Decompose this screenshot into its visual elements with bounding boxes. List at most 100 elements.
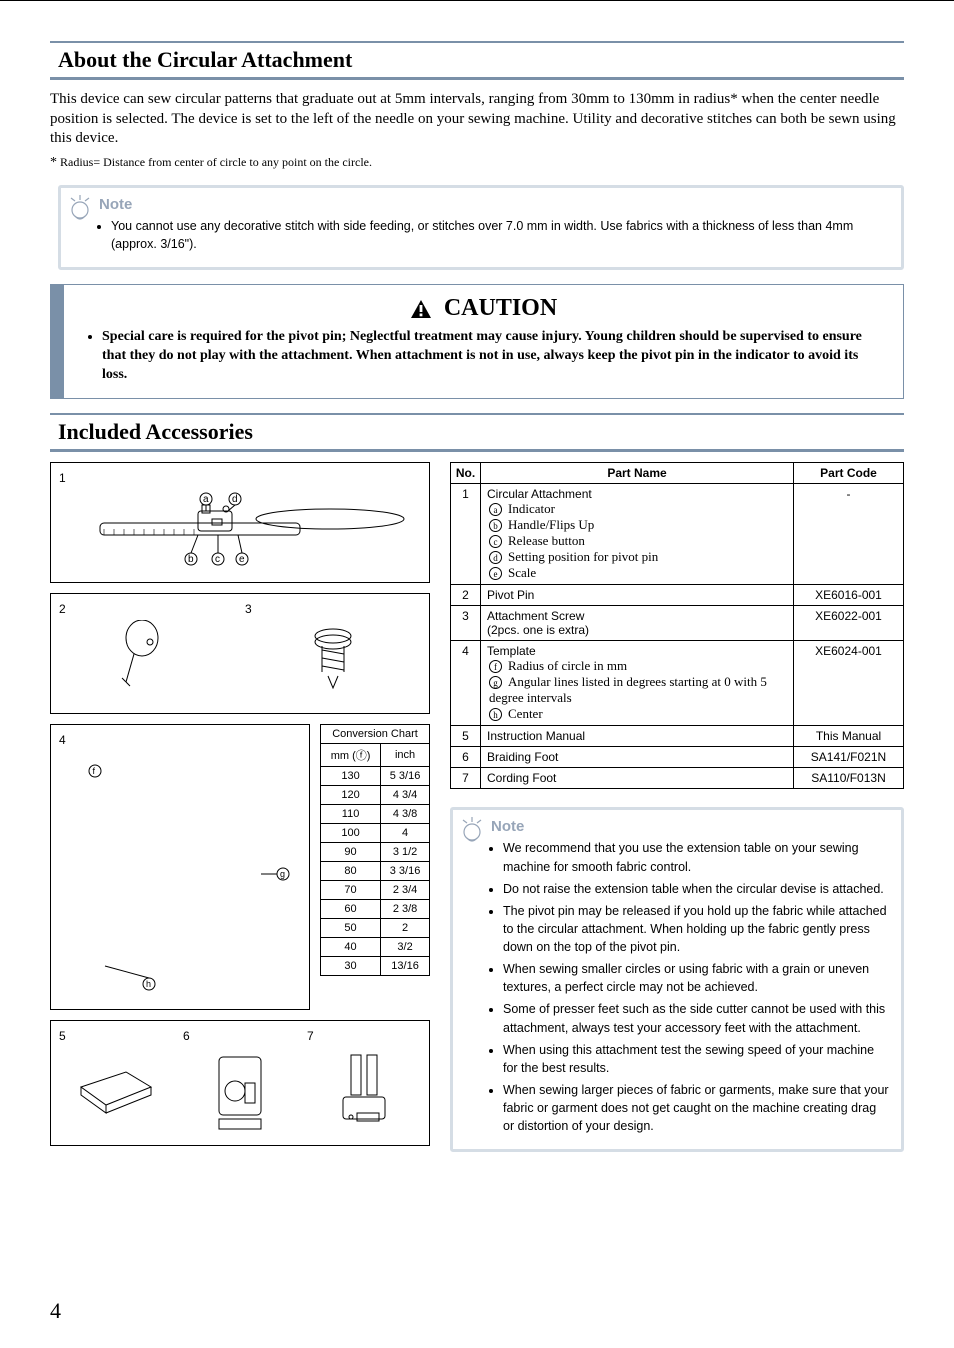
part-name: Braiding Foot (487, 750, 558, 764)
conv-inch: 13/16 (381, 957, 430, 976)
conv-mm: 50 (321, 919, 381, 938)
bottom-note-label: Note (491, 818, 889, 835)
accessories-title: Included Accessories (50, 413, 904, 452)
warning-icon (410, 299, 432, 319)
conv-inch: 2 3/8 (381, 900, 430, 919)
svg-text:e: e (239, 554, 245, 565)
conv-title: Conversion Chart (321, 725, 430, 744)
conv-inch: 3 1/2 (381, 843, 430, 862)
part-code: XE6022-001 (794, 606, 904, 641)
diagram-7-num: 7 (307, 1029, 421, 1043)
part-name: Circular Attachment (487, 487, 592, 501)
conversion-table: Conversion Chart mm (ⓕ) inch 1305 3/1612… (320, 724, 430, 976)
note-list: You cannot use any decorative stitch wit… (99, 217, 889, 253)
conv-mm: 60 (321, 900, 381, 919)
about-note-box: Note You cannot use any decorative stitc… (58, 185, 904, 270)
part-code: SA141/F021N (794, 747, 904, 768)
part-code: This Manual (794, 726, 904, 747)
diagram-2 (59, 620, 235, 705)
part-sub: cRelease button (489, 533, 787, 549)
part-name: Cording Foot (487, 771, 556, 785)
diagram-2-num: 2 (59, 602, 235, 616)
conv-col1: mm (ⓕ) (321, 744, 381, 767)
bottom-note-box: Note We recommend that you use the exten… (450, 807, 904, 1152)
part-name: Pivot Pin (487, 588, 534, 602)
note-item: Do not raise the extension table when th… (503, 880, 889, 898)
diagram-2-3-box: 2 3 (50, 593, 430, 714)
svg-text:f: f (93, 766, 96, 776)
conv-row: 403/2 (321, 938, 430, 957)
diagram-4-num: 4 (59, 733, 301, 747)
part-no: 4 (451, 641, 481, 726)
part-code: XE6016-001 (794, 585, 904, 606)
part-sub: fRadius of circle in mm (489, 658, 787, 674)
part-sub: eScale (489, 565, 787, 581)
conv-row: 1204 3/4 (321, 786, 430, 805)
diagram-7 (307, 1047, 421, 1137)
note-item: You cannot use any decorative stitch wit… (111, 217, 889, 253)
conversion-chart-box: Conversion Chart mm (ⓕ) inch 1305 3/1612… (320, 724, 430, 1020)
table-row: 7Cording FootSA110/F013N (451, 768, 904, 789)
part-code: SA110/F013N (794, 768, 904, 789)
part-no: 1 (451, 484, 481, 585)
part-sub: gAngular lines listed in degrees startin… (489, 674, 787, 706)
svg-text:h: h (146, 979, 151, 989)
diagram-3-num: 3 (245, 602, 421, 616)
conv-mm: 100 (321, 824, 381, 843)
diagram-4: f g h (59, 751, 301, 1001)
part-sub: aIndicator (489, 501, 787, 517)
conv-inch: 4 3/8 (381, 805, 430, 824)
part-code: - (794, 484, 904, 585)
svg-text:g: g (280, 869, 285, 879)
conv-inch: 4 (381, 824, 430, 843)
part-name-cell: Circular AttachmentaIndicatorbHandle/Fli… (481, 484, 794, 585)
table-row: 2 Pivot Pin XE6016-001 (451, 585, 904, 606)
diagram-3 (245, 620, 421, 705)
part-no: 6 (451, 747, 481, 768)
svg-text:c: c (215, 554, 220, 565)
conv-row: 803 3/16 (321, 862, 430, 881)
note-item: The pivot pin may be released if you hol… (503, 902, 889, 956)
asterisk: * (50, 155, 57, 170)
part-no: 5 (451, 726, 481, 747)
diagram-5-num: 5 (59, 1029, 173, 1043)
part-name-cell: Cording Foot (481, 768, 794, 789)
diagram-4-row: 4 f g h (50, 724, 430, 1020)
conv-mm: 30 (321, 957, 381, 976)
note-item: When sewing smaller circles or using fab… (503, 960, 889, 996)
diagrams-column: 1 a d (50, 462, 430, 1166)
part-code: XE6024-001 (794, 641, 904, 726)
conv-row: 602 3/8 (321, 900, 430, 919)
conv-row: 502 (321, 919, 430, 938)
part-name-cell: Instruction Manual (481, 726, 794, 747)
caution-title: CAUTION (82, 295, 885, 322)
svg-text:a: a (203, 494, 209, 505)
part-no: 2 (451, 585, 481, 606)
conv-row: 3013/16 (321, 957, 430, 976)
part-name-cell: Pivot Pin (481, 585, 794, 606)
table-row: 5Instruction ManualThis Manual (451, 726, 904, 747)
caution-body: Special care is required for the pivot p… (82, 328, 885, 385)
note-icon (69, 194, 91, 222)
table-row: 4TemplatefRadius of circle in mmgAngular… (451, 641, 904, 726)
about-footnote: * Radius= Distance from center of circle… (50, 155, 904, 171)
parts-table: No. Part Name Part Code 1Circular Attach… (450, 462, 904, 789)
part-extra: (2pcs. one is extra) (487, 623, 589, 637)
accessories-row: 1 a d (50, 462, 904, 1166)
part-sub: dSetting position for pivot pin (489, 549, 787, 565)
note-item: We recommend that you use the extension … (503, 839, 889, 875)
diagram-6-num: 6 (183, 1029, 297, 1043)
conv-row: 702 3/4 (321, 881, 430, 900)
conv-row: 1104 3/8 (321, 805, 430, 824)
part-name: Template (487, 644, 536, 658)
table-row: 1Circular AttachmentaIndicatorbHandle/Fl… (451, 484, 904, 585)
note-item: When using this attachment test the sewi… (503, 1041, 889, 1077)
conv-mm: 90 (321, 843, 381, 862)
conv-mm: 120 (321, 786, 381, 805)
table-row: 3Attachment Screw(2pcs. one is extra)XE6… (451, 606, 904, 641)
part-name-cell: Braiding Foot (481, 747, 794, 768)
part-name-cell: TemplatefRadius of circle in mmgAngular … (481, 641, 794, 726)
part-no: 3 (451, 606, 481, 641)
note-item: When sewing larger pieces of fabric or g… (503, 1081, 889, 1135)
parts-h-name: Part Name (481, 463, 794, 484)
